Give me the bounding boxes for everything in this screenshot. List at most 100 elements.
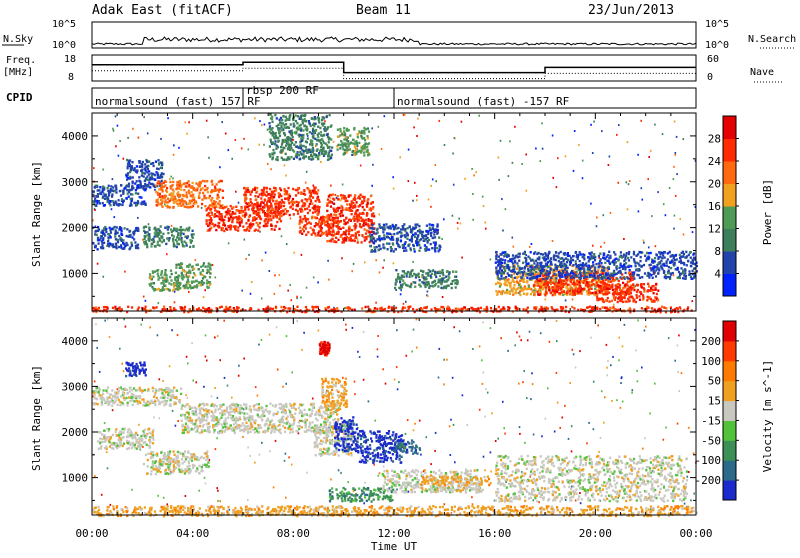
heatmap-cell bbox=[160, 138, 162, 140]
heatmap-cell bbox=[323, 142, 325, 144]
heatmap-cell bbox=[209, 266, 211, 268]
heatmap-cell bbox=[540, 278, 542, 280]
heatmap-cell bbox=[169, 181, 171, 183]
heatmap-cell bbox=[347, 209, 349, 211]
heatmap-cell bbox=[318, 206, 320, 208]
heatmap-cell bbox=[100, 192, 102, 194]
heatmap-cell bbox=[235, 191, 237, 193]
heatmap-cell bbox=[161, 164, 163, 166]
heatmap-cell bbox=[157, 273, 159, 275]
heatmap-cell bbox=[413, 126, 415, 128]
heatmap-cell bbox=[272, 153, 274, 155]
heatmap-cell bbox=[363, 197, 365, 199]
heatmap-cell bbox=[132, 128, 134, 130]
heatmap-cell bbox=[425, 281, 427, 283]
heatmap-cell bbox=[421, 233, 423, 235]
heatmap-cell bbox=[155, 200, 157, 202]
heatmap-cell bbox=[279, 187, 281, 189]
heatmap-cell bbox=[281, 126, 283, 128]
heatmap-cell bbox=[683, 234, 685, 236]
heatmap-cell bbox=[412, 261, 414, 263]
heatmap-cell bbox=[502, 230, 504, 232]
heatmap-cell bbox=[263, 187, 265, 189]
heatmap-cell bbox=[203, 195, 205, 197]
heatmap-cell bbox=[266, 204, 268, 206]
heatmap-cell bbox=[361, 241, 363, 243]
heatmap-cell bbox=[296, 189, 298, 191]
heatmap-cell bbox=[653, 271, 655, 273]
heatmap-cell bbox=[260, 203, 262, 205]
heatmap-cell bbox=[675, 154, 677, 156]
heatmap-cell bbox=[135, 189, 137, 191]
heatmap-cell bbox=[604, 293, 606, 295]
heatmap-cell bbox=[175, 288, 177, 290]
heatmap-cell bbox=[430, 185, 432, 187]
heatmap-cell bbox=[144, 180, 146, 182]
heatmap-cell bbox=[101, 243, 103, 245]
heatmap-cell bbox=[118, 203, 120, 205]
heatmap-cell bbox=[191, 186, 193, 188]
heatmap-cell bbox=[171, 195, 173, 197]
heatmap-cell bbox=[276, 125, 278, 127]
heatmap-cell bbox=[215, 276, 217, 278]
heatmap-cell bbox=[181, 198, 183, 200]
heatmap-cell bbox=[317, 281, 319, 283]
heatmap-cell bbox=[158, 288, 160, 290]
heatmap-cell bbox=[542, 278, 544, 280]
heatmap-cell bbox=[472, 219, 474, 221]
heatmap-cell bbox=[616, 134, 618, 136]
heatmap-cell bbox=[575, 263, 577, 265]
heatmap-cell bbox=[599, 285, 601, 287]
heatmap-cell bbox=[378, 249, 380, 251]
heatmap-cell bbox=[156, 204, 158, 206]
heatmap-cell bbox=[419, 284, 421, 286]
heatmap-cell bbox=[575, 289, 577, 291]
heatmap-cell bbox=[144, 235, 146, 237]
heatmap-cell bbox=[501, 198, 503, 200]
heatmap-cell bbox=[419, 229, 421, 231]
heatmap-cell bbox=[187, 279, 189, 281]
heatmap-cell bbox=[270, 139, 272, 141]
heatmap-cell bbox=[225, 133, 227, 135]
heatmap-cell bbox=[316, 192, 318, 194]
heatmap-cell bbox=[285, 213, 287, 215]
heatmap-cell bbox=[138, 160, 140, 162]
heatmap-cell bbox=[513, 284, 515, 286]
heatmap-cell bbox=[218, 225, 220, 227]
heatmap-cell bbox=[202, 187, 204, 189]
heatmap-cell bbox=[400, 236, 402, 238]
heatmap-cell bbox=[365, 236, 367, 238]
heatmap-cell bbox=[314, 216, 316, 218]
heatmap-cell bbox=[637, 262, 639, 264]
heatmap-cell bbox=[600, 287, 602, 289]
heatmap-cell bbox=[269, 131, 271, 133]
heatmap-cell bbox=[228, 149, 230, 151]
heatmap-cell bbox=[337, 129, 339, 131]
heatmap-cell bbox=[312, 147, 314, 149]
heatmap-cell bbox=[619, 299, 621, 301]
nave-tick-high: 60 bbox=[707, 54, 719, 65]
heatmap-cell bbox=[176, 228, 178, 230]
heatmap-cell bbox=[618, 124, 620, 126]
heatmap-cell bbox=[207, 187, 209, 189]
heatmap-cell bbox=[526, 280, 528, 282]
heatmap-cell bbox=[231, 158, 233, 160]
heatmap-cell bbox=[637, 289, 639, 291]
heatmap-cell bbox=[247, 191, 249, 193]
heatmap-cell bbox=[173, 154, 175, 156]
heatmap-cell bbox=[434, 236, 436, 238]
heatmap-cell bbox=[355, 233, 357, 235]
heatmap-cell bbox=[393, 262, 395, 264]
heatmap-cell bbox=[614, 253, 616, 255]
heatmap-cell bbox=[254, 230, 256, 232]
heatmap-cell bbox=[319, 127, 321, 129]
heatmap-cell bbox=[211, 214, 213, 216]
heatmap-cell bbox=[269, 125, 271, 127]
heatmap-cell bbox=[412, 200, 414, 202]
heatmap-cell bbox=[622, 282, 624, 284]
heatmap-cell bbox=[274, 114, 276, 116]
heatmap-cell bbox=[257, 229, 259, 231]
heatmap-cell bbox=[628, 259, 630, 261]
heatmap-cell bbox=[278, 204, 280, 206]
heatmap-cell bbox=[244, 200, 246, 202]
